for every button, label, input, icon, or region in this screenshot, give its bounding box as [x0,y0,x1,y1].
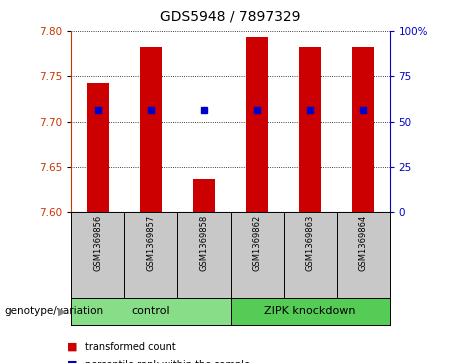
Bar [140,47,161,212]
Bar [193,179,214,212]
Bar [299,47,320,212]
Text: GSM1369862: GSM1369862 [253,215,261,271]
Text: GSM1369858: GSM1369858 [200,215,208,271]
Text: ZIPK knockdown: ZIPK knockdown [264,306,356,316]
Text: ▶: ▶ [59,306,67,316]
Text: percentile rank within the sample: percentile rank within the sample [85,360,250,363]
Bar [87,82,108,212]
Text: ■: ■ [67,342,77,352]
Text: GSM1369857: GSM1369857 [147,215,155,271]
Text: GSM1369864: GSM1369864 [359,215,367,271]
Text: GDS5948 / 7897329: GDS5948 / 7897329 [160,9,301,23]
Text: transformed count: transformed count [85,342,176,352]
Text: control: control [132,306,170,316]
Text: GSM1369863: GSM1369863 [306,215,314,271]
Bar [246,37,267,212]
Text: genotype/variation: genotype/variation [5,306,104,316]
Text: ■: ■ [67,360,77,363]
Bar [352,47,373,212]
Text: GSM1369856: GSM1369856 [94,215,102,271]
